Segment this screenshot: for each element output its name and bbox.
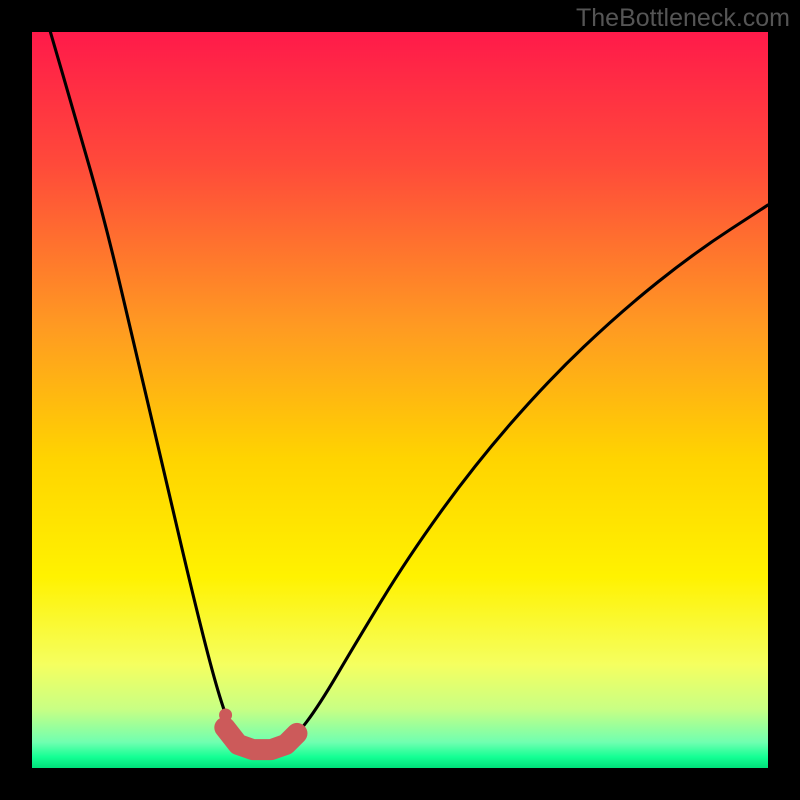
chart-frame: TheBottleneck.com — [0, 0, 800, 800]
watermark-text: TheBottleneck.com — [576, 4, 790, 33]
bottleneck-chart-svg — [0, 0, 800, 800]
highlight-dot — [219, 709, 232, 722]
plot-background — [32, 32, 768, 768]
